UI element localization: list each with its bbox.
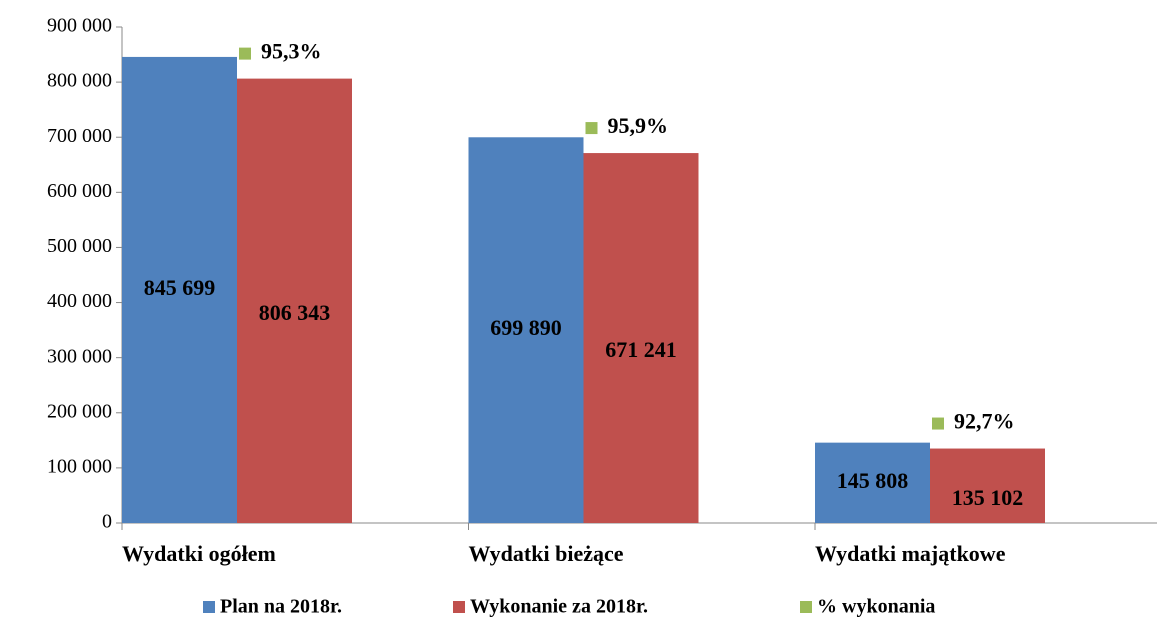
legend-swatch (800, 601, 812, 613)
bar (468, 137, 584, 523)
value-label: 135 102 (952, 485, 1024, 510)
percent-label: 92,7% (954, 409, 1015, 434)
bar (237, 78, 352, 523)
y-tick-label: 500 000 (47, 235, 112, 257)
y-tick-label: 200 000 (47, 400, 112, 422)
percent-marker (239, 47, 251, 60)
legend-label: Wykonanie za 2018r. (470, 596, 648, 618)
legend-swatch (203, 601, 215, 613)
percent-marker (932, 417, 944, 430)
bar (583, 153, 699, 523)
x-tick-label: Wydatki ogółem (122, 541, 276, 566)
percent-label: 95,3% (261, 39, 322, 64)
value-label: 699 890 (490, 315, 562, 340)
legend-label: % wykonania (817, 596, 935, 618)
percent-marker (585, 122, 598, 135)
value-label: 806 343 (259, 300, 331, 325)
value-label: 671 241 (605, 337, 677, 362)
y-tick-label: 100 000 (47, 455, 112, 477)
y-tick-label: 600 000 (47, 180, 112, 202)
x-tick-label: Wydatki majątkowe (815, 541, 1006, 566)
legend-swatch (453, 601, 465, 613)
percent-label: 95,9% (608, 113, 669, 138)
value-label: 145 808 (837, 468, 909, 493)
y-tick-label: 700 000 (47, 125, 112, 147)
y-tick-label: 900 000 (47, 15, 112, 37)
y-tick-label: 800 000 (47, 70, 112, 92)
bar (930, 448, 1045, 523)
legend-label: Plan na 2018r. (220, 596, 342, 618)
bar (815, 442, 930, 523)
y-tick-label: 300 000 (47, 345, 112, 367)
y-tick-label: 400 000 (47, 290, 112, 312)
y-tick-label: 0 (102, 511, 112, 533)
x-tick-label: Wydatki bieżące (469, 541, 624, 566)
value-label: 845 699 (144, 275, 216, 300)
bar (122, 56, 237, 524)
